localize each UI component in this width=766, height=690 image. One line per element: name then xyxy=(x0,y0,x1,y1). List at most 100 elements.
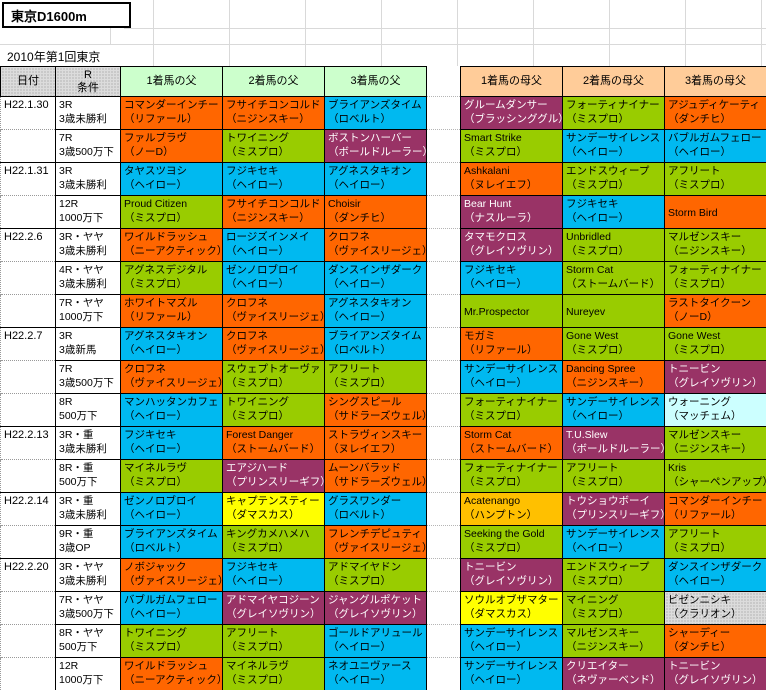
sire3-cell[interactable]: ゴールドアリュール（ヘイロー） xyxy=(325,625,427,658)
date-cell[interactable]: H22.1.30 xyxy=(1,97,56,130)
damsire2-cell[interactable]: エンドスウィープ（ミスプロ） xyxy=(563,559,665,592)
damsire1-cell[interactable]: タマモクロス（グレイソヴリン） xyxy=(461,229,563,262)
sire3-cell[interactable]: ブライアンズタイム（ロベルト） xyxy=(325,328,427,361)
sire1-cell[interactable]: ホワイトマズル（リファール） xyxy=(121,295,223,328)
col-header-damsire3[interactable]: 3着馬の母父 xyxy=(665,67,766,97)
damsire3-cell[interactable]: ダンスインザダーク（ヘイロー） xyxy=(665,559,766,592)
sire1-cell[interactable]: ワイルドラッシュ（ニーアクティック） xyxy=(121,658,223,690)
sire1-cell[interactable]: トワイニング（ミスプロ） xyxy=(121,625,223,658)
date-cell[interactable] xyxy=(1,394,56,427)
damsire3-cell[interactable]: Gone West（ミスプロ） xyxy=(665,328,766,361)
damsire1-cell[interactable]: フォーティナイナー（ミスプロ） xyxy=(461,460,563,493)
date-cell[interactable] xyxy=(1,592,56,625)
damsire3-cell[interactable]: ウォーニング（マッチェム） xyxy=(665,394,766,427)
sire3-cell[interactable]: アグネスタキオン（ヘイロー） xyxy=(325,163,427,196)
date-cell[interactable] xyxy=(1,658,56,690)
sire2-cell[interactable]: ロージズインメイ（ヘイロー） xyxy=(223,229,325,262)
date-cell[interactable]: H22.2.13 xyxy=(1,427,56,460)
damsire1-cell[interactable]: Smart Strike（ミスプロ） xyxy=(461,130,563,163)
sire1-cell[interactable]: フジキセキ（ヘイロー） xyxy=(121,427,223,460)
sire2-cell[interactable]: マイネルラヴ（ミスプロ） xyxy=(223,658,325,690)
damsire2-cell[interactable]: マルゼンスキー（ニジンスキー） xyxy=(563,625,665,658)
sire1-cell[interactable]: Proud Citizen（ミスプロ） xyxy=(121,196,223,229)
date-cell[interactable] xyxy=(1,526,56,559)
col-header-date[interactable]: 日付 xyxy=(1,67,56,97)
sire1-cell[interactable]: クロフネ（ヴァイスリージェ） xyxy=(121,361,223,394)
sire2-cell[interactable]: フサイチコンコルド（ニジンスキー） xyxy=(223,97,325,130)
damsire2-cell[interactable]: アフリート（ミスプロ） xyxy=(563,460,665,493)
damsire2-cell[interactable]: サンデーサイレンス（ヘイロー） xyxy=(563,526,665,559)
sire3-cell[interactable]: クロフネ（ヴァイスリージェ） xyxy=(325,229,427,262)
sire3-cell[interactable]: シングスピール（サドラーズウェル） xyxy=(325,394,427,427)
sire1-cell[interactable]: ゼンノロブロイ（ヘイロー） xyxy=(121,493,223,526)
damsire3-cell[interactable]: アフリート（ミスプロ） xyxy=(665,163,766,196)
damsire2-cell[interactable]: Nureyev xyxy=(563,295,665,328)
damsire2-cell[interactable]: Unbridled（ミスプロ） xyxy=(563,229,665,262)
damsire1-cell[interactable]: Acatenango（ハンプトン） xyxy=(461,493,563,526)
sire1-cell[interactable]: ブライアンズタイム（ロベルト） xyxy=(121,526,223,559)
damsire3-cell[interactable]: ビゼンニシキ（クラリオン） xyxy=(665,592,766,625)
damsire3-cell[interactable]: トニービン（グレイソヴリン） xyxy=(665,361,766,394)
sire3-cell[interactable]: ボストンハーバー（ボールドルーラー） xyxy=(325,130,427,163)
damsire1-cell[interactable]: Seeking the Gold（ミスプロ） xyxy=(461,526,563,559)
damsire2-cell[interactable]: トウショウボーイ（プリンスリーギフ） xyxy=(563,493,665,526)
col-header-sire2[interactable]: 2着馬の父 xyxy=(223,67,325,97)
date-cell[interactable] xyxy=(1,460,56,493)
damsire3-cell[interactable]: フォーティナイナー（ミスプロ） xyxy=(665,262,766,295)
damsire1-cell[interactable]: トニービン（グレイソヴリン） xyxy=(461,559,563,592)
damsire3-cell[interactable]: マルゼンスキー（ニジンスキー） xyxy=(665,427,766,460)
damsire3-cell[interactable]: ラストタイクーン（ノーD） xyxy=(665,295,766,328)
date-cell[interactable]: H22.1.31 xyxy=(1,163,56,196)
sire3-cell[interactable]: アフリート（ミスプロ） xyxy=(325,361,427,394)
damsire3-cell[interactable]: Storm Bird xyxy=(665,196,766,229)
damsire1-cell[interactable]: Ashkalani（ヌレイエフ） xyxy=(461,163,563,196)
damsire2-cell[interactable]: エンドスウィープ（ミスプロ） xyxy=(563,163,665,196)
sire1-cell[interactable]: コマンダーインチー（リファール） xyxy=(121,97,223,130)
sire3-cell[interactable]: ストラヴィンスキー（ヌレイエフ） xyxy=(325,427,427,460)
sire1-cell[interactable]: バブルガムフェロー（ヘイロー） xyxy=(121,592,223,625)
sire1-cell[interactable]: アグネスタキオン（ヘイロー） xyxy=(121,328,223,361)
sire2-cell[interactable]: キャプテンスティー（ダマスカス） xyxy=(223,493,325,526)
sire3-cell[interactable]: グラスワンダー（ロベルト） xyxy=(325,493,427,526)
sire1-cell[interactable]: マンハッタンカフェ（ヘイロー） xyxy=(121,394,223,427)
sire1-cell[interactable]: ノボジャック（ヴァイスリージェ） xyxy=(121,559,223,592)
damsire2-cell[interactable]: フジキセキ（ヘイロー） xyxy=(563,196,665,229)
date-cell[interactable] xyxy=(1,625,56,658)
damsire1-cell[interactable]: サンデーサイレンス（ヘイロー） xyxy=(461,361,563,394)
damsire1-cell[interactable]: フォーティナイナー（ミスプロ） xyxy=(461,394,563,427)
damsire1-cell[interactable]: Bear Hunt（ナスルーラ） xyxy=(461,196,563,229)
sire2-cell[interactable]: キングカメハメハ（ミスプロ） xyxy=(223,526,325,559)
sire3-cell[interactable]: Choisir（ダンチヒ） xyxy=(325,196,427,229)
damsire3-cell[interactable]: アジュディケーティ（ダンチヒ） xyxy=(665,97,766,130)
damsire1-cell[interactable]: グルームダンサー（ブラッシンググル） xyxy=(461,97,563,130)
date-cell[interactable]: H22.2.14 xyxy=(1,493,56,526)
sire3-cell[interactable]: ダンスインザダーク（ヘイロー） xyxy=(325,262,427,295)
damsire3-cell[interactable]: Kris（シャーペンアップ） xyxy=(665,460,766,493)
sire3-cell[interactable]: アグネスタキオン（ヘイロー） xyxy=(325,295,427,328)
date-cell[interactable]: H22.2.6 xyxy=(1,229,56,262)
sire3-cell[interactable]: フレンチデピュティ（ヴァイスリージェ） xyxy=(325,526,427,559)
sire1-cell[interactable]: ワイルドラッシュ（ニーアクティック） xyxy=(121,229,223,262)
sire1-cell[interactable]: マイネルラヴ（ミスプロ） xyxy=(121,460,223,493)
sire2-cell[interactable]: エアジハード（プリンスリーギフ） xyxy=(223,460,325,493)
damsire3-cell[interactable]: シャーディー（ダンチヒ） xyxy=(665,625,766,658)
damsire2-cell[interactable]: クリエイター（ネヴァーベンド） xyxy=(563,658,665,690)
sire3-cell[interactable]: ムーンバラッド（サドラーズウェル） xyxy=(325,460,427,493)
damsire2-cell[interactable]: Gone West（ミスプロ） xyxy=(563,328,665,361)
col-header-sire1[interactable]: 1着馬の父 xyxy=(121,67,223,97)
date-cell[interactable] xyxy=(1,295,56,328)
sire2-cell[interactable]: スウェプトオーヴァ（ミスプロ） xyxy=(223,361,325,394)
damsire1-cell[interactable]: Mr.Prospector xyxy=(461,295,563,328)
sire2-cell[interactable]: アフリート（ミスプロ） xyxy=(223,625,325,658)
date-cell[interactable]: H22.2.20 xyxy=(1,559,56,592)
